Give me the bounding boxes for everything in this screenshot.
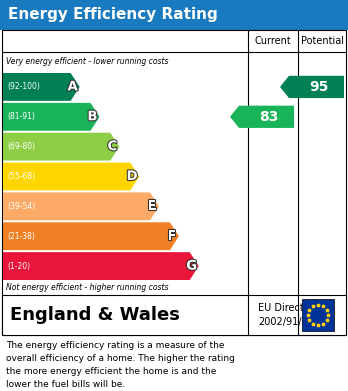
Text: EU Directive: EU Directive	[258, 303, 318, 313]
Text: Potential: Potential	[301, 36, 345, 46]
Text: 2002/91/EC: 2002/91/EC	[258, 317, 314, 327]
Polygon shape	[3, 192, 159, 220]
Text: 83: 83	[259, 110, 278, 124]
Polygon shape	[3, 73, 80, 101]
Text: (69-80): (69-80)	[7, 142, 35, 151]
Polygon shape	[3, 133, 119, 161]
Text: (1-20): (1-20)	[7, 262, 30, 271]
Text: 95: 95	[309, 80, 328, 94]
Text: Current: Current	[255, 36, 291, 46]
Text: D: D	[127, 170, 138, 183]
Text: F: F	[167, 230, 176, 243]
Text: The energy efficiency rating is a measure of the
overall efficiency of a home. T: The energy efficiency rating is a measur…	[6, 341, 235, 389]
Polygon shape	[280, 76, 344, 98]
Text: Energy Efficiency Rating: Energy Efficiency Rating	[8, 7, 218, 23]
Text: E: E	[148, 200, 157, 213]
Polygon shape	[3, 222, 179, 250]
Text: (39-54): (39-54)	[7, 202, 35, 211]
Text: G: G	[186, 260, 197, 273]
Text: Not energy efficient - higher running costs: Not energy efficient - higher running co…	[6, 283, 168, 292]
Polygon shape	[230, 106, 294, 128]
Bar	[0, 0, 348, 30]
Text: C: C	[108, 140, 117, 153]
Polygon shape	[3, 103, 100, 131]
Text: A: A	[68, 81, 78, 93]
Bar	[2, 295, 346, 335]
Text: (21-38): (21-38)	[7, 232, 35, 241]
Text: Very energy efficient - lower running costs: Very energy efficient - lower running co…	[6, 57, 168, 66]
Text: (81-91): (81-91)	[7, 112, 35, 121]
Polygon shape	[3, 252, 199, 280]
Polygon shape	[3, 163, 139, 190]
Text: England & Wales: England & Wales	[10, 306, 180, 324]
Text: B: B	[87, 110, 97, 123]
Bar	[302, 299, 334, 331]
Bar	[2, 30, 346, 335]
Text: (55-68): (55-68)	[7, 172, 35, 181]
Text: (92-100): (92-100)	[7, 83, 40, 91]
